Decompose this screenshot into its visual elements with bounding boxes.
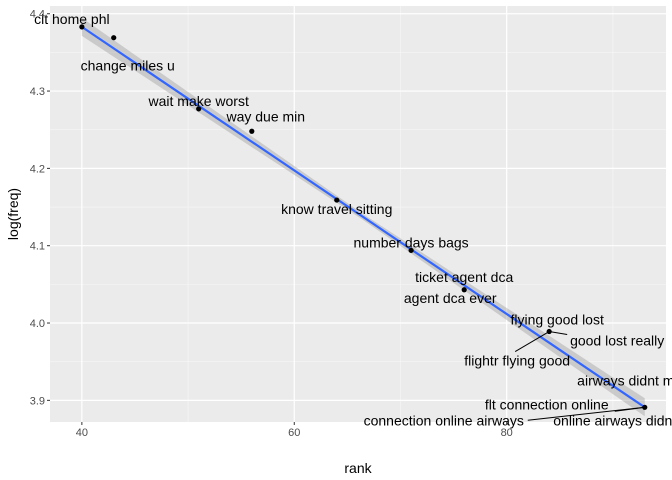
point-label: know travel sitting [281, 201, 392, 217]
y-axis: 3.9 4.0 4.1 4.2 4.3 4.4 [30, 9, 50, 407]
point-label: flt connection online [485, 396, 609, 412]
fit-line-group [81, 25, 646, 409]
y-axis-title: log(freq) [5, 188, 21, 240]
x-axis: 40 60 80 [76, 422, 513, 439]
point-label: good lost really [570, 333, 664, 349]
data-point [408, 247, 414, 253]
x-tick-label: 40 [76, 427, 88, 439]
x-axis-title: rank [344, 460, 372, 476]
y-tick-label: 4.2 [30, 163, 45, 175]
point-label: ticket agent dca [415, 269, 513, 285]
point-label: clt home phl [34, 11, 109, 27]
data-point [461, 287, 467, 293]
point-label: change miles u [81, 58, 175, 74]
y-tick-label: 4.0 [30, 318, 45, 330]
label-leader-line [614, 406, 645, 412]
point-label: wait make worst [148, 93, 249, 109]
data-point [111, 35, 117, 41]
x-tick-label: 80 [501, 427, 513, 439]
data-points [79, 24, 648, 410]
point-label: number days bags [354, 234, 469, 250]
point-label: airways didnt mins [577, 372, 672, 388]
grid-major [50, 6, 666, 422]
x-tick-label: 60 [288, 427, 300, 439]
data-point [642, 404, 648, 410]
point-label: online airways didnt [553, 412, 672, 428]
point-label: agent dca ever [404, 290, 497, 306]
label-leader-lines [514, 331, 645, 421]
point-labels: clt home phl change miles u wait make wors… [34, 11, 672, 428]
grid-minor [50, 6, 666, 422]
data-point [249, 128, 255, 134]
data-point [196, 106, 202, 112]
y-tick-label: 4.1 [30, 241, 45, 253]
point-label: connection online airways [364, 412, 524, 428]
y-tick-label: 4.3 [30, 86, 45, 98]
point-label: flying good lost [510, 312, 604, 328]
y-tick-label: 4.4 [30, 9, 45, 21]
data-point [546, 328, 552, 335]
point-label: way due min [225, 108, 305, 124]
label-leader-line [549, 331, 568, 336]
point-label: flightr flying good [464, 353, 570, 369]
data-point [334, 197, 340, 203]
y-tick-label: 3.9 [30, 395, 45, 407]
fit-line [81, 25, 646, 409]
data-point [79, 24, 85, 30]
label-leader-line [514, 331, 550, 352]
